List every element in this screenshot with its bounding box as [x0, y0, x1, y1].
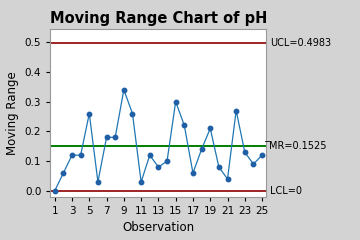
- Text: UCL=0.4983: UCL=0.4983: [270, 38, 331, 48]
- Text: ̅MR=0.1525: ̅MR=0.1525: [270, 140, 328, 150]
- Text: LCL=0: LCL=0: [270, 186, 302, 196]
- X-axis label: Observation: Observation: [122, 221, 194, 234]
- Title: Moving Range Chart of pH: Moving Range Chart of pH: [50, 11, 267, 26]
- Y-axis label: Moving Range: Moving Range: [6, 71, 19, 155]
